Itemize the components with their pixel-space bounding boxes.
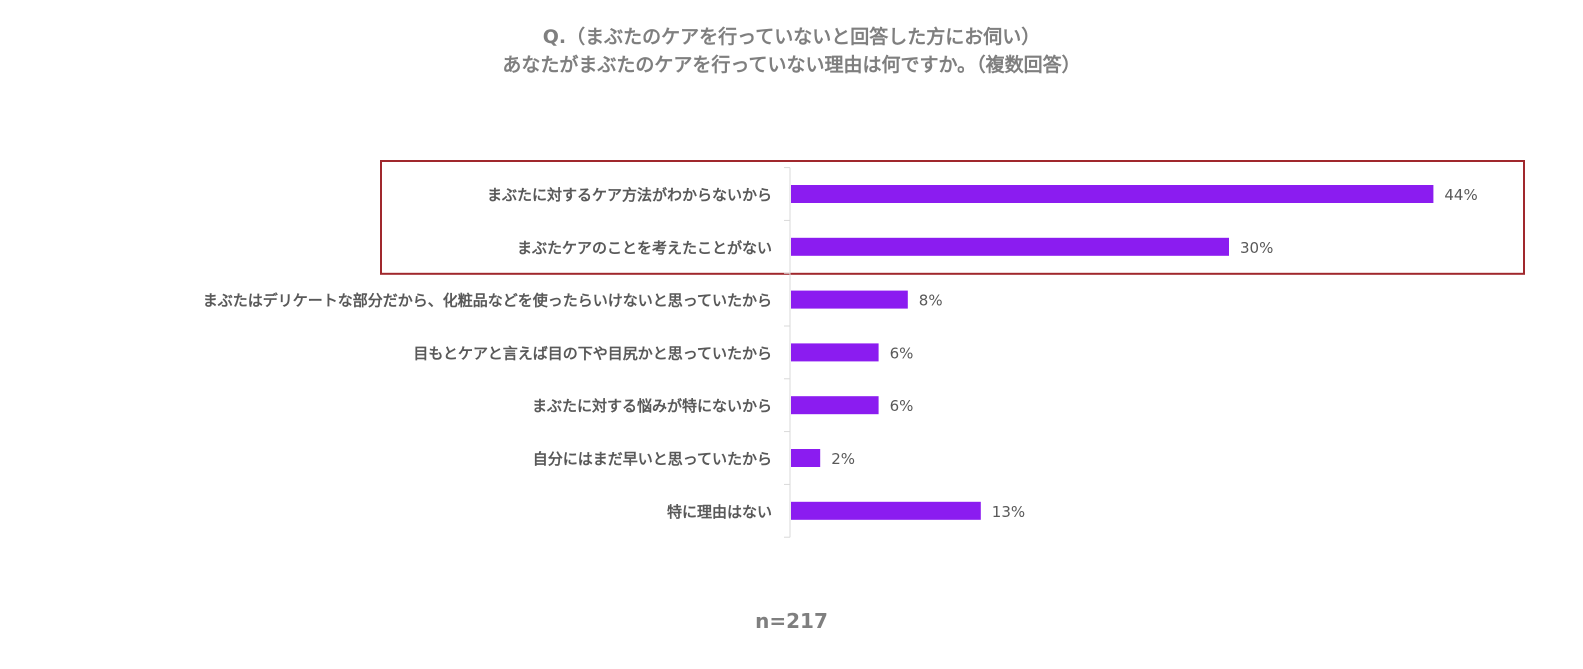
highlight-box bbox=[380, 160, 1525, 275]
category-label: まぶたに対する悩みが特にないから bbox=[532, 397, 772, 415]
bar bbox=[791, 185, 1434, 203]
category-label: まぶたはデリケートな部分だから、化粧品などを使ったらいけないと思っていたから bbox=[203, 292, 772, 310]
chart-title-line-2: あなたがまぶたのケアを行っていない理由は何ですか。（複数回答） bbox=[502, 54, 1081, 76]
value-label: 13% bbox=[992, 503, 1025, 521]
bar bbox=[791, 290, 908, 309]
bar bbox=[791, 396, 879, 415]
category-label: 目もとケアと言えば目の下や目尻かと思っていたから bbox=[413, 344, 772, 362]
bar bbox=[791, 501, 981, 520]
value-label: 2% bbox=[831, 450, 855, 468]
bar bbox=[791, 449, 821, 467]
category-label: まぶたケアのことを考えたことがない bbox=[517, 239, 772, 257]
bar bbox=[791, 343, 879, 362]
category-label: 特に理由はない bbox=[667, 503, 772, 521]
category-label: まぶたに対するケア方法がわからないから bbox=[487, 186, 772, 204]
chart-title-line-1: Q.（まぶたのケアを行っていないと回答した方にお伺い） bbox=[542, 26, 1041, 48]
category-label: 自分にはまだ早いと思っていたから bbox=[533, 450, 772, 468]
value-label: 6% bbox=[890, 344, 914, 362]
value-label: 8% bbox=[919, 292, 943, 310]
value-label: 6% bbox=[890, 397, 914, 415]
sample-size-label: n=217 bbox=[755, 609, 828, 633]
value-label: 44% bbox=[1444, 186, 1477, 204]
bar bbox=[791, 237, 1229, 256]
value-label: 30% bbox=[1240, 239, 1273, 257]
